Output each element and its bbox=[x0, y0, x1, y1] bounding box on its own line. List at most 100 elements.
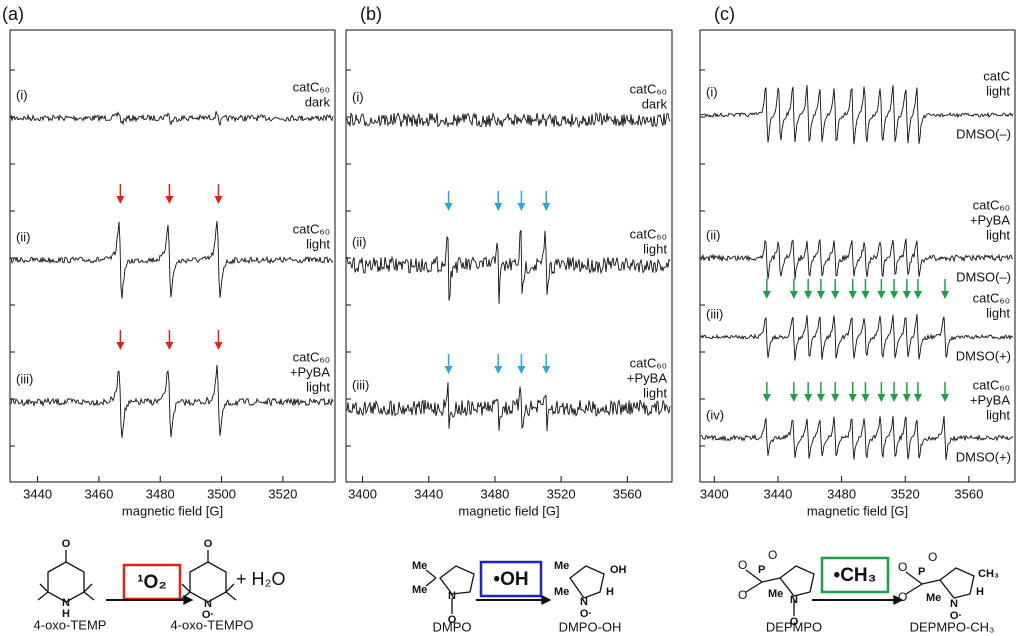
atom: N bbox=[448, 590, 456, 602]
trace-label: (i) bbox=[352, 89, 364, 104]
sample-label: light bbox=[643, 385, 667, 400]
peak-arrow-head bbox=[165, 342, 174, 350]
peak-arrow-head bbox=[804, 291, 813, 299]
trace-label: (i) bbox=[16, 87, 28, 102]
atom: Me bbox=[926, 592, 941, 604]
sample-label: dark bbox=[305, 94, 331, 109]
peak-arrow-head bbox=[444, 203, 453, 211]
atom: N bbox=[204, 598, 212, 610]
x-tick-label: 3400 bbox=[700, 486, 729, 501]
x-tick-label: 3560 bbox=[613, 486, 642, 501]
sample-label: +PyBA bbox=[627, 370, 667, 385]
peak-arrow-head bbox=[902, 394, 911, 402]
byproduct: + H₂O bbox=[236, 569, 286, 589]
sample-label: light bbox=[986, 83, 1010, 98]
sample-label: +PyBA bbox=[290, 364, 330, 379]
sample-label: catC₆₀ bbox=[630, 355, 667, 370]
peak-arrow-head bbox=[542, 203, 551, 211]
sample-label: catC₆₀ bbox=[973, 377, 1010, 392]
atom: O bbox=[790, 616, 799, 628]
atom: N bbox=[62, 597, 70, 609]
atom: O· bbox=[580, 608, 592, 620]
x-tick-label: 3440 bbox=[23, 486, 52, 501]
spectrum bbox=[10, 221, 334, 299]
peak-arrow-head bbox=[848, 394, 857, 402]
peak-arrow-head bbox=[517, 366, 526, 374]
sample-label: light bbox=[306, 379, 330, 394]
x-axis-label: magnetic field [G] bbox=[458, 503, 559, 518]
atom: O bbox=[898, 590, 907, 604]
peak-arrow-head bbox=[494, 203, 503, 211]
x-tick-label: 3480 bbox=[146, 486, 175, 501]
sample-label: light bbox=[986, 305, 1010, 320]
sample-label: light bbox=[306, 236, 330, 251]
peak-arrow-head bbox=[116, 342, 125, 350]
peak-arrow-head bbox=[816, 394, 825, 402]
atom: O bbox=[928, 550, 937, 564]
peak-arrow-head bbox=[762, 394, 771, 402]
atom: O· bbox=[950, 610, 962, 622]
reagent: •OH bbox=[493, 569, 528, 590]
sample-label: catC₆₀ bbox=[973, 290, 1010, 305]
spectrum bbox=[10, 364, 334, 438]
sample-label: +PyBA bbox=[970, 212, 1010, 227]
x-tick-label: 3440 bbox=[414, 486, 443, 501]
atom: O bbox=[738, 588, 747, 602]
peak-arrow-head bbox=[494, 366, 503, 374]
peak-arrow-head bbox=[941, 291, 949, 299]
x-tick-label: 3520 bbox=[268, 486, 297, 501]
trace-label: (iii) bbox=[352, 377, 369, 392]
x-tick-label: 3520 bbox=[891, 486, 920, 501]
sample-label: light bbox=[643, 241, 667, 256]
atom: O bbox=[898, 560, 907, 574]
x-axis-label: magnetic field [G] bbox=[122, 503, 223, 518]
sample-label: catC₆₀ bbox=[630, 81, 667, 96]
x-tick-label: 3480 bbox=[827, 486, 856, 501]
sample-label: catC₆₀ bbox=[630, 226, 667, 241]
sample-label: catC bbox=[983, 68, 1010, 83]
plot-frame bbox=[9, 29, 336, 483]
spectrum bbox=[346, 111, 671, 129]
spectrum bbox=[700, 238, 1014, 280]
atom: CH₃ bbox=[978, 568, 999, 580]
sample-label: catC₆₀ bbox=[293, 349, 330, 364]
peak-arrow-head bbox=[214, 196, 223, 204]
peak-arrow-head bbox=[831, 394, 840, 402]
spectrum bbox=[700, 415, 1014, 461]
peak-arrow-head bbox=[913, 291, 922, 299]
spectrum bbox=[700, 314, 1013, 361]
x-axis-label: magnetic field [G] bbox=[807, 503, 908, 518]
spectrum bbox=[346, 229, 671, 304]
peak-arrow-head bbox=[762, 291, 771, 299]
atom: N bbox=[950, 598, 958, 610]
atom: H bbox=[606, 586, 614, 598]
atom: OH bbox=[610, 564, 627, 576]
atom: O bbox=[738, 558, 747, 572]
plot-frame bbox=[345, 29, 673, 483]
peak-arrow-head bbox=[861, 291, 870, 299]
peak-arrow-head bbox=[877, 394, 886, 402]
sample-label: catC₆₀ bbox=[293, 79, 330, 94]
atom: Me bbox=[412, 560, 427, 572]
x-tick-label: 3500 bbox=[207, 486, 236, 501]
solvent-label: DMSO(+) bbox=[956, 449, 1011, 464]
product-name: 4-oxo-TEMPO bbox=[170, 617, 253, 632]
peak-arrow-head bbox=[444, 366, 453, 374]
atom: N bbox=[580, 596, 588, 608]
atom: Me bbox=[412, 584, 427, 596]
sample-label: +PyBA bbox=[970, 392, 1010, 407]
atom: N bbox=[790, 594, 798, 606]
sample-label: catC₆₀ bbox=[293, 221, 330, 236]
solvent-label: DMSO(–) bbox=[956, 269, 1011, 284]
sample-label: catC₆₀ bbox=[973, 197, 1010, 212]
atom: P bbox=[758, 564, 765, 576]
trace-label: (ii) bbox=[706, 227, 720, 242]
peak-arrow-head bbox=[116, 196, 125, 204]
peak-arrow-head bbox=[165, 196, 174, 204]
trace-label: (iv) bbox=[706, 407, 724, 422]
peak-arrow-head bbox=[941, 394, 949, 402]
solvent-label: DMSO(+) bbox=[956, 348, 1011, 363]
peak-arrow-head bbox=[542, 366, 551, 374]
peak-arrow-head bbox=[789, 291, 798, 299]
